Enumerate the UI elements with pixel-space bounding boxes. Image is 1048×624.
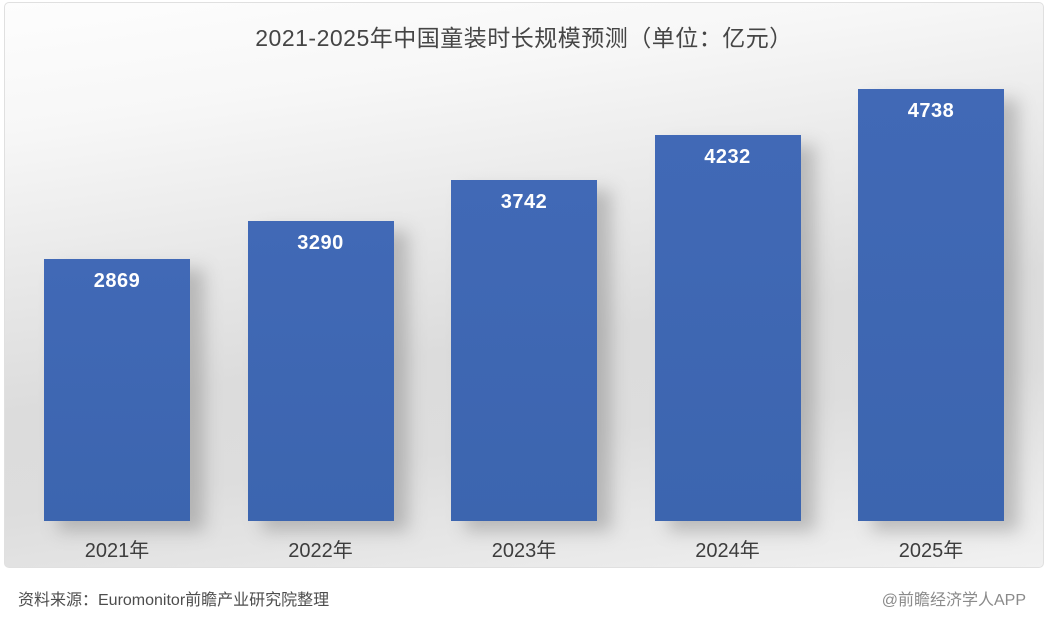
bar: 2869 bbox=[44, 259, 190, 521]
watermark: @前瞻经济学人APP bbox=[881, 592, 1026, 609]
x-axis-label: 2025年 bbox=[898, 540, 964, 562]
chart-title: 2021-2025年中国童装时长规模预测（单位：亿元） bbox=[255, 25, 793, 51]
source-note: 资料来源：Euromonitor前瞻产业研究院整理 bbox=[18, 592, 330, 609]
bar-value-label: 3742 bbox=[500, 191, 548, 213]
x-axis-label: 2023年 bbox=[491, 540, 557, 562]
x-axis-label: 2022年 bbox=[288, 540, 353, 562]
bar: 4232 bbox=[654, 135, 801, 521]
x-axis-label: 2021年 bbox=[84, 540, 150, 562]
footer: 资料来源：Euromonitor前瞻产业研究院整理 @前瞻经济学人APP bbox=[0, 572, 1048, 624]
bar-slot: 2869 2021年 bbox=[44, 259, 190, 562]
bar: 3742 bbox=[451, 180, 597, 521]
bar: 4738 bbox=[858, 89, 1004, 521]
bar-slot: 4738 2025年 bbox=[858, 89, 1004, 562]
bar-value-label: 3290 bbox=[297, 232, 344, 254]
x-axis-label: 2024年 bbox=[695, 540, 760, 562]
bar-slot: 3742 2023年 bbox=[451, 180, 597, 562]
bar-value-label: 4738 bbox=[907, 100, 955, 122]
bar-value-label: 4232 bbox=[704, 146, 751, 168]
bar-value-label: 2869 bbox=[93, 270, 141, 292]
bar-slot: 3290 2022年 bbox=[247, 221, 394, 562]
chart-panel: 2021-2025年中国童装时长规模预测（单位：亿元） 2869 2021年 329… bbox=[4, 2, 1044, 568]
bar-slot: 4232 2024年 bbox=[654, 135, 801, 562]
bar-series: 2869 2021年 3290 2022年 3742 2023年 4232 2024年 4738… bbox=[5, 89, 1043, 562]
bar: 3290 bbox=[247, 221, 394, 521]
